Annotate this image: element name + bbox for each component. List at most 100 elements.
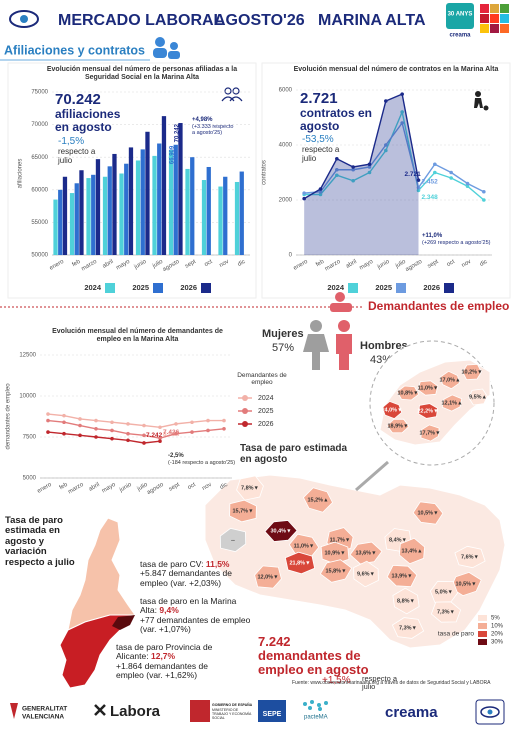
municipality-label: 21,8%▼ — [289, 560, 310, 566]
municipality — [441, 394, 463, 412]
x-tick-label: nov — [201, 482, 212, 492]
bar — [95, 159, 101, 255]
municipality — [462, 363, 482, 381]
bar — [119, 173, 124, 255]
municipality-label: 7,3%▼ — [399, 625, 417, 631]
point — [142, 441, 146, 445]
municipality-label: 15,2%▲ — [307, 497, 328, 503]
gov-logo — [190, 700, 210, 722]
header-title: MERCADO LABORAL — [58, 12, 224, 29]
kpi-text: contratos en agosto — [300, 106, 373, 134]
kpi-text: afiliaciones en agosto — [55, 107, 121, 135]
men-icon — [336, 320, 352, 370]
point — [416, 188, 421, 193]
point — [367, 170, 372, 175]
point — [318, 189, 323, 194]
point — [449, 176, 453, 180]
point — [158, 439, 162, 444]
x-tick-label: dic — [237, 259, 247, 268]
legend-swatch — [153, 283, 163, 293]
x-tick-label: mayo — [115, 259, 131, 272]
logo-text: SEPE — [263, 711, 282, 718]
point — [335, 156, 339, 161]
bar — [69, 193, 75, 255]
municipality-label: 30,4%▼ — [270, 528, 291, 534]
x-tick-label: mayo — [359, 259, 375, 272]
municipality — [440, 370, 460, 390]
logo-text: GENERALITAT — [22, 706, 67, 713]
point — [318, 192, 323, 197]
bar — [91, 174, 96, 255]
municipality-label: 7,3%▼ — [437, 609, 455, 615]
point — [351, 178, 355, 183]
legend-swatch — [478, 639, 487, 645]
logo-text: Labora — [110, 703, 161, 720]
y-tick-label: 6000 — [279, 88, 293, 94]
legend-swatch — [242, 395, 248, 401]
x-tick-label: julio — [151, 259, 165, 270]
bar — [128, 147, 134, 255]
bar — [74, 183, 79, 255]
municipality — [349, 541, 383, 565]
area — [304, 94, 419, 255]
region-rate: 11,5% — [205, 559, 230, 569]
municipality-label: 15,7%▼ — [232, 508, 253, 514]
municipality-label: 10,5%▼ — [417, 510, 438, 516]
municipality-label: 7,8%▼ — [241, 485, 259, 491]
men-label: Hombres — [360, 340, 408, 352]
municipality-label: 8,4%▼ — [389, 537, 407, 543]
legend-label: 10% — [491, 624, 504, 630]
municipality — [450, 571, 482, 597]
municipality-label: 11,0%▼ — [294, 543, 315, 549]
x-tick-label: abril — [102, 259, 115, 270]
municipality — [468, 388, 488, 406]
municipality — [319, 559, 353, 583]
bar — [239, 171, 244, 255]
point — [433, 170, 437, 175]
x-tick-label: junio — [376, 259, 391, 271]
x-tick-label: abril — [88, 482, 101, 493]
total-change: +1,5% — [322, 675, 351, 686]
map-title: Tasa de paro estimada en agosto — [240, 443, 348, 465]
point — [94, 427, 98, 431]
eye-logo — [480, 706, 500, 718]
legend-swatch — [478, 615, 487, 621]
legend-label: 2026 — [423, 283, 440, 292]
bar — [112, 153, 117, 255]
point — [206, 428, 210, 433]
y-axis-title: afiliaciones — [18, 159, 24, 189]
municipality-label: 7,6%▼ — [461, 554, 479, 560]
legend-swatch — [348, 283, 358, 293]
kpi-value: 2.721 — [300, 90, 338, 107]
value-label: 7.426 — [163, 429, 180, 436]
y-tick-label: 55000 — [31, 220, 48, 226]
municipality — [454, 545, 486, 569]
x-tick-label: feb — [59, 482, 70, 492]
municipality — [381, 400, 403, 420]
municipality — [264, 520, 298, 542]
municipality-label: 10,2%▼ — [461, 369, 482, 375]
point — [318, 187, 323, 191]
legend-label: 20% — [491, 632, 504, 638]
municipality — [386, 418, 410, 434]
municipality-label: 10,5%▼ — [455, 581, 476, 587]
municipality-label: 9,5%▲ — [469, 394, 487, 400]
municipality-label: 11,0%▼ — [418, 385, 439, 391]
women-label: Mujeres — [262, 328, 304, 340]
kpi-change-text: respecto a julio — [58, 147, 96, 165]
people-icon — [221, 87, 243, 102]
people-icon — [153, 37, 180, 59]
municipality-label: 8,8%▼ — [397, 598, 415, 604]
section-title: Afiliaciones y contratos — [4, 43, 145, 57]
header-month: AGOSTO'26 — [214, 12, 305, 29]
value-label: 7.242 — [146, 432, 163, 439]
point — [400, 92, 404, 96]
region-detail: +1.864 demandantes de empleo (var. +1,62… — [116, 660, 208, 681]
bar — [135, 160, 141, 255]
municipality-label: -- — [231, 537, 235, 543]
municipality — [229, 499, 257, 523]
x-tick-label: oct — [187, 482, 197, 491]
point — [482, 198, 486, 202]
point — [384, 148, 388, 153]
